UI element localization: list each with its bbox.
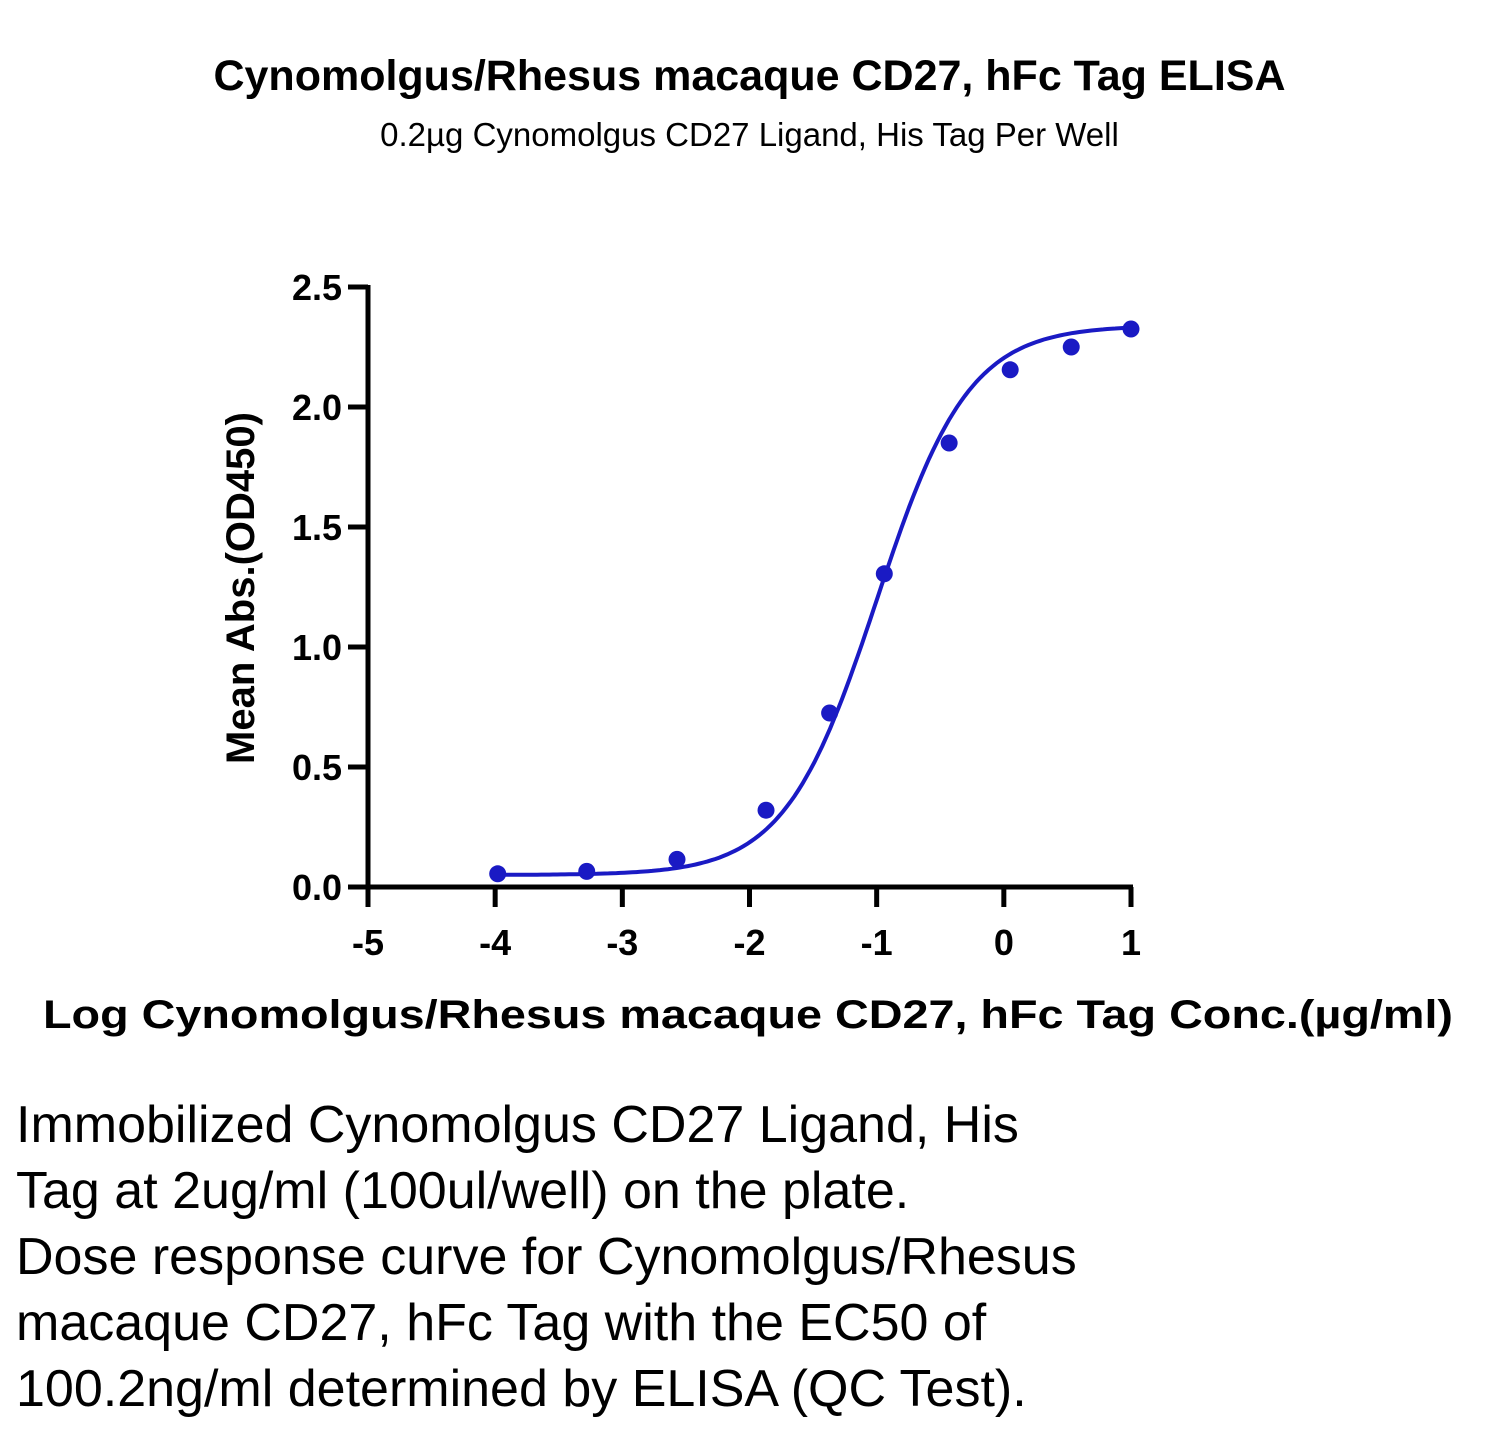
y-tick-label: 2.5 [292,267,342,308]
data-point [1122,320,1140,338]
x-tick-label: 1 [1121,922,1141,963]
x-tick-label: -2 [733,922,765,963]
data-point [875,565,893,583]
caption-line: macaque CD27, hFc Tag with the EC50 of [16,1294,987,1352]
x-tick-label: -1 [861,922,893,963]
x-tick-label: -4 [479,922,511,963]
chart-subtitle: 0.2µg Cynomolgus CD27 Ligand, His Tag Pe… [380,116,1119,153]
caption-line: Dose response curve for Cynomolgus/Rhesu… [16,1228,1077,1286]
y-tick-label: 0.0 [292,867,342,908]
chart-title: Cynomolgus/Rhesus macaque CD27, hFc Tag … [213,52,1286,100]
data-point [489,865,507,883]
data-point [757,801,775,819]
figure-caption: Immobilized Cynomolgus CD27 Ligand, His … [16,1092,1486,1422]
y-tick-label: 1.5 [292,507,342,548]
caption-line: Tag at 2ug/ml (100ul/well) on the plate. [16,1162,910,1220]
data-points [489,320,1140,883]
caption-line: 100.2ng/ml determined by ELISA (QC Test)… [16,1360,1027,1418]
data-point [668,850,686,868]
data-point [940,434,958,452]
data-point [1001,361,1019,379]
y-ticks: 0.0 0.5 1.0 1.5 2.0 2.5 [292,267,368,908]
x-ticks: -5 -4 -3 -2 -1 0 1 [352,887,1141,963]
data-point [578,862,596,880]
data-point [821,704,839,722]
x-axis-label: Log Cynomolgus/Rhesus macaque CD27, hFc … [43,993,1453,1037]
x-tick-label: -5 [352,922,384,963]
y-tick-label: 1.0 [292,627,342,668]
caption-line: Immobilized Cynomolgus CD27 Ligand, His [16,1096,1019,1154]
y-tick-label: 0.5 [292,747,342,788]
elisa-chart: 0.0 0.5 1.0 1.5 2.0 2.5 -5 -4 -3 -2 -1 0 1 Mean Abs… [43,267,1453,1037]
x-tick-label: 0 [994,922,1014,963]
y-tick-label: 2.0 [292,387,342,428]
y-axis-label: Mean Abs.(OD450) [219,412,263,764]
x-tick-label: -3 [606,922,638,963]
fit-curve [497,325,1132,877]
data-point [1062,338,1080,356]
